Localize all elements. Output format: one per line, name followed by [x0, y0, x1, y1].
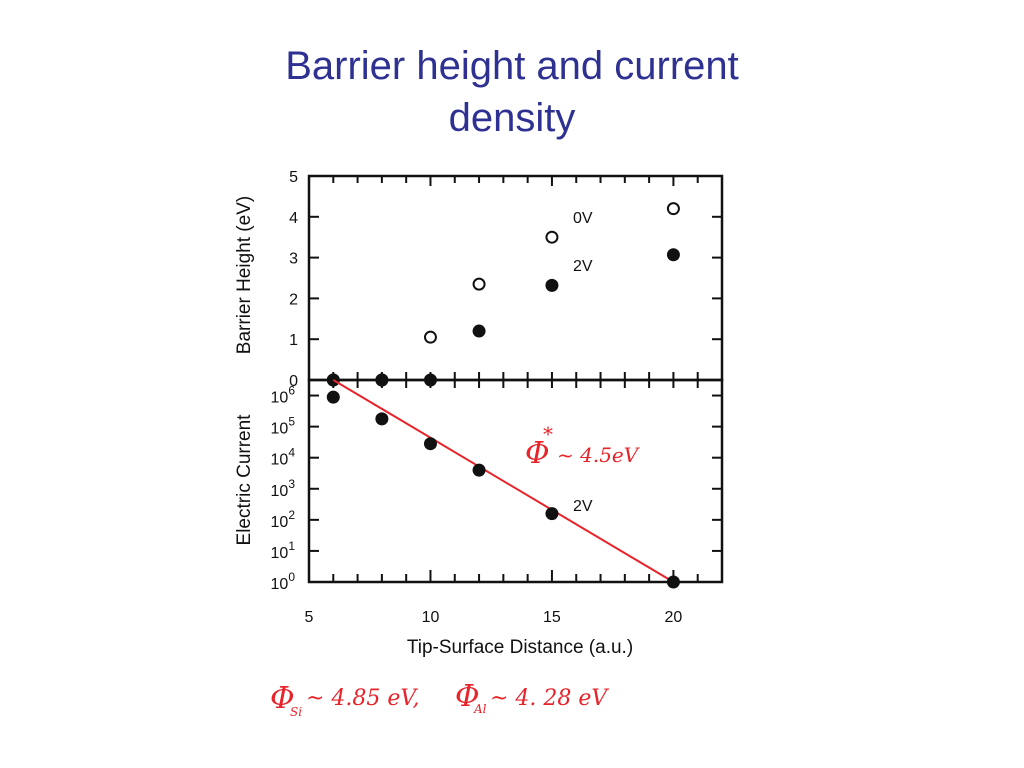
top-y-tick-label: 0	[289, 373, 298, 390]
point-0v-barrier	[423, 330, 437, 344]
legend-2v-label-top: 2V	[573, 258, 593, 275]
point-2v-barrier	[472, 324, 486, 338]
bottom-plot-frame	[307, 378, 724, 584]
point-2v-current	[375, 412, 389, 426]
top-y-tick-label: 1	[289, 332, 298, 349]
legend-2v-label-bottom: 2V	[573, 498, 593, 515]
slide-title: Barrier height and current density	[0, 40, 1024, 144]
legend-0v-label: 0V	[573, 210, 593, 227]
x-tick-label: 10	[422, 609, 440, 626]
bottom-y-tick-label: 106	[271, 384, 296, 407]
x-tick-label: 20	[665, 609, 683, 626]
bottom-ylabel: Electric Current	[234, 414, 255, 546]
x-tick-label: 15	[543, 609, 561, 626]
si-value: ~ 4.85 eV,	[306, 686, 419, 711]
fit-line	[332, 379, 674, 583]
xlabel: Tip-Surface Distance (a.u.)	[407, 637, 633, 658]
point-0v-barrier	[472, 277, 486, 291]
phi-annotation: Φ * ~ 4.5eV	[525, 422, 641, 471]
al-value: ~ 4. 28 eV	[490, 686, 609, 711]
bottom-panel: 100 101 102 103 104 105 106 5 10 15 20	[271, 378, 724, 626]
bottom-y-tick-label: 104	[271, 446, 296, 469]
handwritten-note: Φ Si ~ 4.85 eV, Φ Al ~ 4. 28 eV	[270, 679, 609, 719]
top-ylabel: Barrier Height (eV)	[234, 196, 255, 354]
bottom-y-tick-label: 100	[271, 570, 296, 593]
point-2v-current	[545, 507, 559, 521]
phi-symbol: Φ	[525, 436, 550, 471]
top-panel: 0 1 2 3 4 5	[289, 169, 724, 390]
bottom-y-tick-label: 105	[271, 415, 296, 438]
bottom-y-tick-label: 103	[271, 477, 296, 500]
x-tick-label: 5	[305, 609, 314, 626]
point-2v-current	[666, 575, 680, 589]
top-y-tick-label: 5	[289, 169, 298, 186]
point-0v-barrier	[666, 202, 680, 216]
phi-si-symbol: Φ	[270, 681, 295, 716]
point-2v-current	[472, 463, 486, 477]
phi-star: *	[543, 422, 553, 446]
point-2v-current	[423, 437, 437, 451]
bottom-y-tick-label: 101	[271, 539, 296, 562]
point-2v-current	[326, 390, 340, 404]
top-y-tick-label: 4	[289, 210, 298, 227]
phi-al-symbol: Φ	[455, 679, 480, 714]
slide-title-line-1: Barrier height and current	[285, 44, 739, 88]
top-y-tick-label: 3	[289, 251, 298, 268]
top-y-tick-label: 2	[289, 291, 298, 308]
si-subscript: Si	[290, 705, 302, 719]
slide-title-line-2: density	[448, 96, 576, 140]
point-2v-barrier	[545, 278, 559, 292]
phi-value: ~ 4.5eV	[557, 443, 641, 467]
top-plot-frame	[307, 174, 724, 382]
al-subscript: Al	[473, 702, 487, 716]
point-0v-barrier	[545, 230, 559, 244]
bottom-y-tick-label: 102	[271, 508, 296, 531]
point-2v-barrier	[666, 248, 680, 262]
